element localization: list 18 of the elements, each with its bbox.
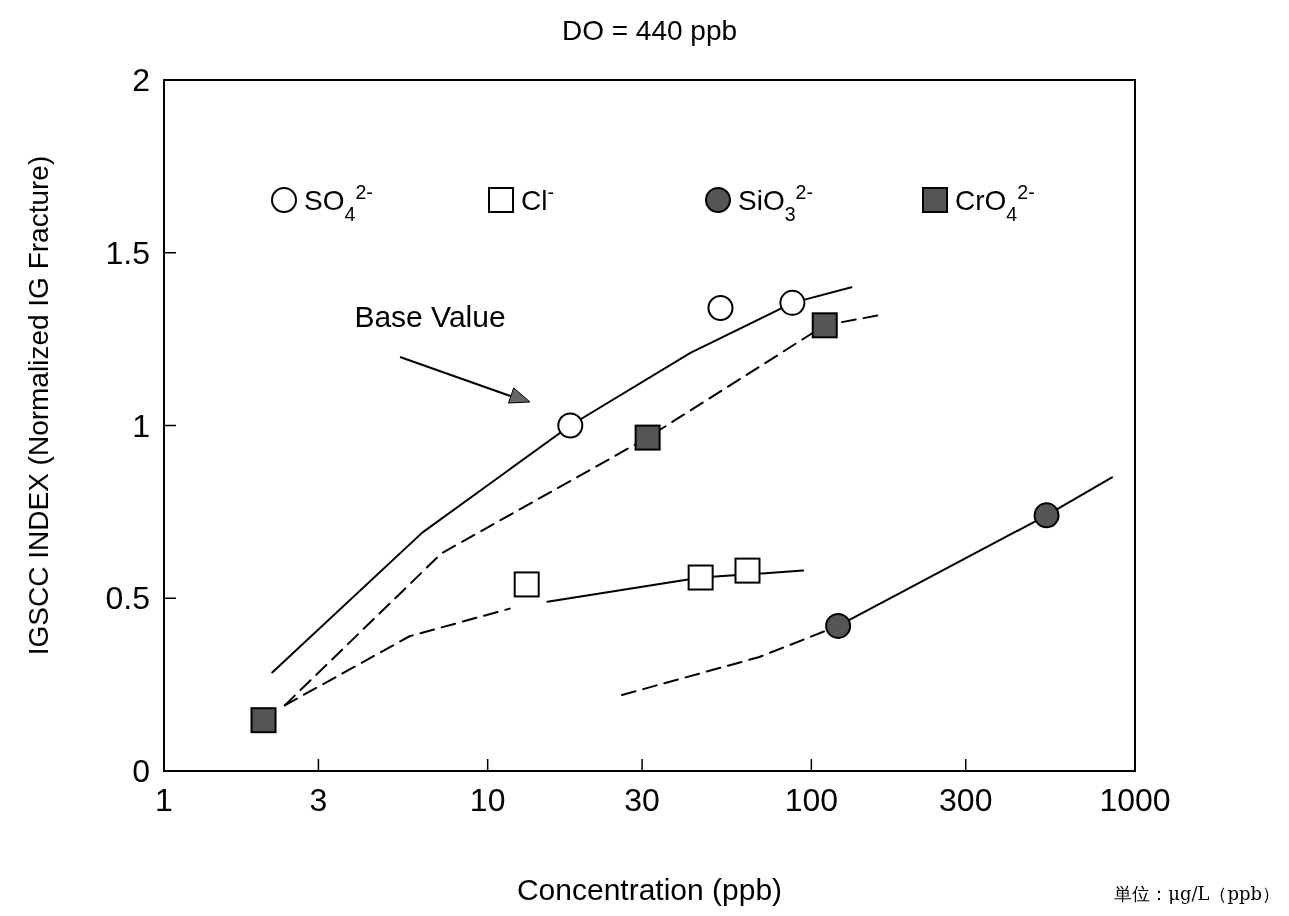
x-tick-label: 100 bbox=[784, 782, 839, 818]
x-tick-label: 300 bbox=[939, 782, 993, 818]
x-tick-label: 10 bbox=[469, 782, 506, 818]
text: 単位：μg/L（ppb） bbox=[1114, 883, 1280, 904]
y-tick-label: 2 bbox=[132, 62, 150, 98]
x-tick-label: 1 bbox=[155, 782, 173, 818]
y-tick-label: 0 bbox=[132, 753, 150, 789]
annotation: Base Value bbox=[354, 300, 506, 333]
x-tick-label: 30 bbox=[624, 782, 660, 818]
x-axis-title: Concentration (ppb) bbox=[516, 873, 783, 906]
y-tick-label: 0.5 bbox=[105, 580, 150, 617]
legend-label: Cl$^{-}$ bbox=[521, 181, 554, 216]
x-tick-label: 3 bbox=[309, 782, 328, 818]
y-axis-title: IGSCC INDEX (Normalized IG Fracture) bbox=[23, 155, 54, 656]
y-tick-label: 1 bbox=[132, 407, 150, 444]
chart-title: DO = 440 ppb bbox=[561, 15, 738, 46]
x-tick-label: 1000 bbox=[1099, 782, 1171, 818]
y-tick-label: 1.5 bbox=[105, 234, 150, 271]
